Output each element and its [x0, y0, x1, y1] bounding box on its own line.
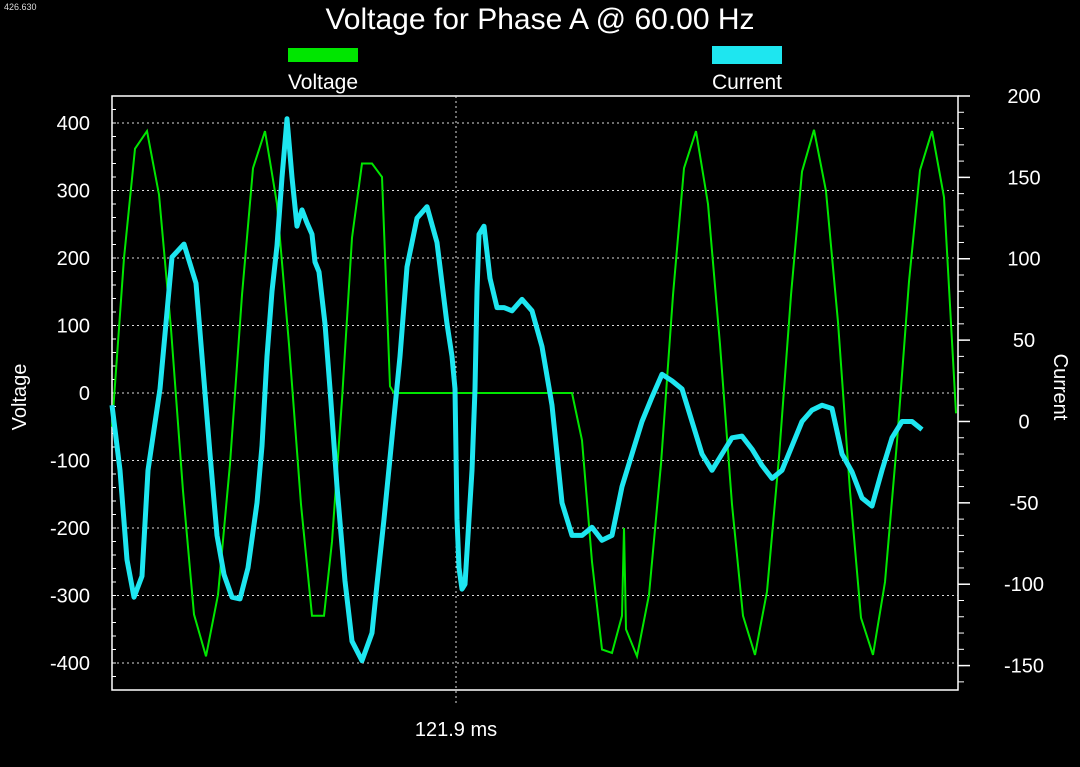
right-tick-label: 100 [1007, 249, 1040, 271]
left-tick-label: 200 [57, 248, 90, 270]
right-tick-label: 150 [1007, 167, 1040, 189]
cursor-time-label: 121.9 ms [415, 719, 497, 741]
chart-title: Voltage for Phase A @ 60.00 Hz [325, 3, 754, 36]
corner-value-label: 426.630 [4, 2, 37, 12]
legend-swatch-current [712, 46, 782, 64]
legend-label-current: Current [712, 71, 782, 94]
left-tick-label: 0 [79, 383, 90, 405]
right-tick-label: -100 [1004, 574, 1044, 596]
series-line-voltage [111, 128, 957, 660]
legend-swatch-voltage [288, 48, 358, 62]
right-axis-title: Current [1049, 354, 1071, 421]
left-tick-label: -200 [50, 518, 90, 540]
horizontal-gridlines [112, 122, 958, 664]
left-tick-label: 100 [57, 316, 90, 338]
legend-label-voltage: Voltage [288, 71, 358, 94]
left-axis-title: Voltage [9, 364, 31, 431]
right-tick-label: -150 [1004, 656, 1044, 678]
right-axis-ticks: 200 150 100 50 0 -50 -100 -150 [958, 86, 1044, 683]
left-tick-label: -100 [50, 451, 90, 473]
series-line-current [109, 116, 924, 664]
right-tick-label: 0 [1018, 411, 1029, 433]
left-tick-label: -400 [50, 653, 90, 675]
left-tick-label: -300 [50, 586, 90, 608]
left-axis-ticks: 400 300 200 100 0 -100 -200 -300 -400 [50, 109, 116, 677]
right-tick-label: -50 [1010, 493, 1039, 515]
left-tick-label: 400 [57, 113, 90, 135]
left-tick-label: 300 [57, 181, 90, 203]
legend: Voltage Current [288, 46, 782, 94]
right-tick-label: 200 [1007, 86, 1040, 108]
right-tick-label: 50 [1013, 330, 1035, 352]
